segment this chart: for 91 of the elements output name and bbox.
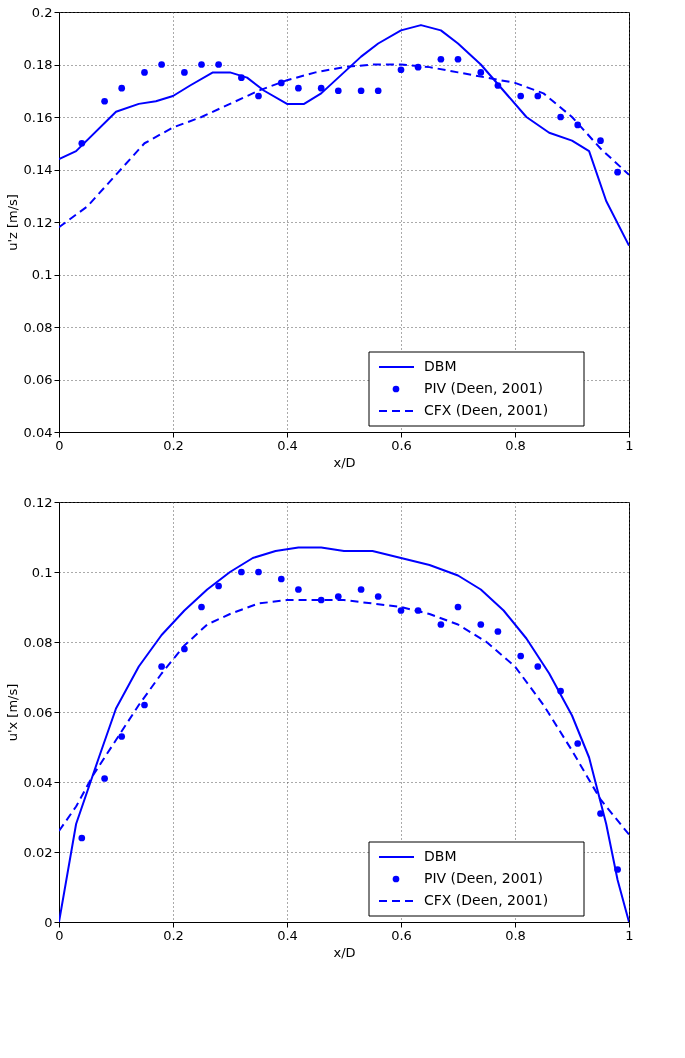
point (454, 55, 462, 63)
point (277, 575, 285, 583)
point (574, 740, 582, 747)
y-tick-label: 0.08 (23, 634, 53, 650)
point (238, 74, 245, 81)
point (454, 603, 462, 611)
point (317, 84, 325, 92)
point (295, 586, 302, 593)
point (374, 87, 382, 95)
point (277, 79, 285, 87)
point (357, 586, 365, 593)
y-tick-label: 0.16 (23, 109, 53, 125)
point (614, 866, 621, 873)
y-axis-title: u'z [m/s] (4, 194, 20, 251)
y-tick-label: 0.04 (23, 774, 53, 790)
y-tick-label: 0.06 (23, 704, 53, 720)
point (397, 607, 405, 614)
legend-label: DBM (424, 848, 457, 864)
point (494, 82, 502, 89)
y-tick-label: 0.1 (31, 564, 53, 580)
y-tick-label: 0.08 (23, 319, 53, 335)
x-tick-label: 0.2 (163, 437, 184, 453)
x-tick-label: 0.4 (277, 437, 298, 453)
point (118, 84, 126, 92)
point (534, 92, 542, 100)
y-tick-label: 0.12 (23, 214, 53, 230)
point (78, 139, 86, 147)
x-tick-label: 0.8 (505, 437, 526, 453)
x-tick-label: 1 (625, 927, 634, 943)
y-axis-title: u'x [m/s] (4, 683, 20, 742)
point (158, 61, 165, 68)
x-tick-label: 0.8 (505, 927, 526, 943)
point (517, 92, 525, 100)
x-axis-title: x/D (333, 944, 356, 960)
point (614, 168, 621, 176)
point (181, 645, 188, 653)
point (181, 69, 188, 76)
legend-label: PIV (Deen, 2001) (424, 380, 543, 396)
point (334, 593, 342, 600)
point (215, 582, 222, 590)
point (295, 84, 302, 92)
point (198, 603, 205, 611)
x-tick-label: 0.6 (391, 437, 412, 453)
y-tick-label: 0.14 (23, 162, 53, 177)
legend-label: CFX (Deen, 2001) (424, 892, 549, 908)
x-tick-label: 1 (625, 437, 634, 453)
point (78, 834, 86, 842)
x-tick-label: 0.2 (163, 927, 184, 943)
legend-label: CFX (Deen, 2001) (424, 402, 549, 418)
point (334, 87, 342, 95)
point (517, 652, 525, 660)
x-tick-label: 0 (55, 437, 64, 453)
point (357, 87, 365, 95)
point (255, 568, 262, 576)
y-tick-label: 0.02 (23, 844, 53, 860)
point (397, 66, 405, 74)
point (557, 687, 564, 695)
point (597, 810, 604, 817)
y-tick-label: 0.2 (31, 4, 53, 20)
legend-label: DBM (424, 358, 457, 374)
point (238, 568, 245, 576)
line-series (59, 24, 629, 247)
x-tick-label: 0.4 (277, 927, 298, 943)
point (118, 733, 126, 740)
point (437, 621, 445, 628)
y-tick-label: 0.1 (31, 267, 53, 282)
x-axis-title: x/D (333, 454, 356, 470)
point (101, 97, 108, 105)
y-tick-label: 0.12 (23, 494, 53, 510)
point (374, 593, 382, 600)
point (477, 621, 485, 628)
point (141, 69, 148, 76)
x-tick-label: 0 (55, 927, 64, 943)
point (534, 663, 542, 670)
point (215, 61, 222, 68)
y-tick-label: 0.04 (23, 424, 53, 440)
point (198, 61, 205, 68)
y-tick-label: 0.06 (23, 372, 53, 387)
point (101, 775, 108, 782)
x-tick-label: 0.6 (391, 927, 412, 943)
point (141, 701, 148, 709)
point (437, 55, 445, 63)
legend-label: PIV (Deen, 2001) (424, 870, 543, 886)
point (557, 113, 564, 121)
point (477, 69, 485, 76)
y-tick-label: 0 (44, 914, 53, 930)
point (494, 628, 502, 635)
point (597, 137, 604, 144)
y-tick-label: 0.18 (23, 57, 53, 72)
point (158, 663, 165, 670)
point (255, 92, 262, 100)
